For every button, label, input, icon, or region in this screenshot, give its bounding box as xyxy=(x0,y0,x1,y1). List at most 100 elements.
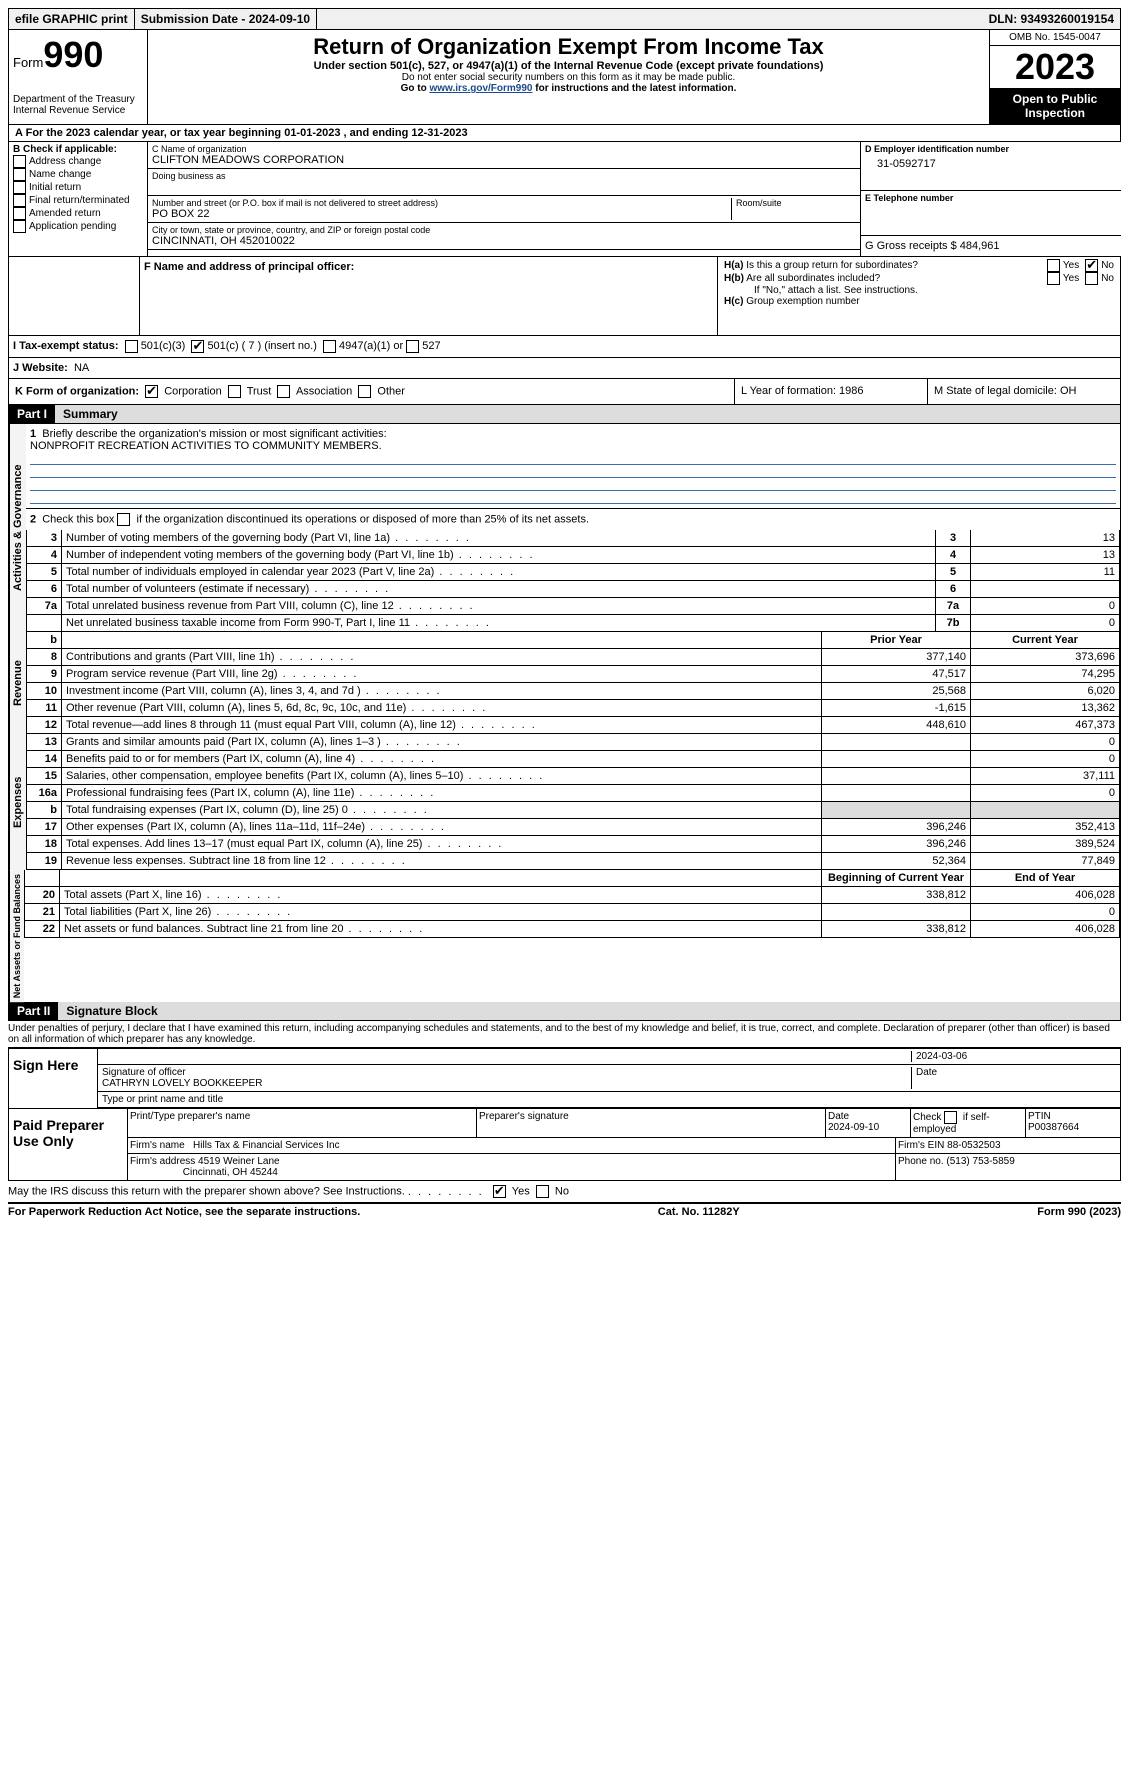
firm-phone-label: Phone no. xyxy=(898,1156,944,1167)
footer-mid: Cat. No. 11282Y xyxy=(658,1206,740,1218)
cb-name-change[interactable] xyxy=(13,168,26,181)
omb: OMB No. 1545-0047 xyxy=(990,30,1120,46)
irs-link[interactable]: www.irs.gov/Form990 xyxy=(429,83,532,94)
box-b-label: B Check if applicable: xyxy=(13,144,143,155)
cb-initial[interactable] xyxy=(13,181,26,194)
discuss-q: May the IRS discuss this return with the… xyxy=(8,1186,405,1198)
opt-amended: Amended return xyxy=(29,208,101,219)
i-label: I Tax-exempt status: xyxy=(13,340,119,353)
opt-final: Final return/terminated xyxy=(29,195,130,206)
col-curr: Current Year xyxy=(971,632,1120,649)
firm-ein-label: Firm's EIN xyxy=(898,1140,944,1151)
org-name: CLIFTON MEADOWS CORPORATION xyxy=(152,154,856,166)
firm-addr1: 4519 Weiner Lane xyxy=(198,1156,280,1167)
firm-name: Hills Tax & Financial Services Inc xyxy=(193,1140,340,1151)
ein-label: D Employer identification number xyxy=(865,144,1117,154)
line-a-text: For the 2023 calendar year, or tax year … xyxy=(26,127,468,139)
section-governance: Activities & Governance 1 Briefly descri… xyxy=(8,424,1121,632)
cb-corp[interactable] xyxy=(145,385,158,398)
firm-addr-label: Firm's address xyxy=(130,1156,195,1167)
prep-name-hdr: Print/Type preparer's name xyxy=(128,1109,477,1137)
box-c: C Name of organization CLIFTON MEADOWS C… xyxy=(148,142,860,256)
gross-receipts: G Gross receipts $ 484,961 xyxy=(865,240,1117,252)
prep-date: 2024-09-10 xyxy=(828,1122,879,1133)
cb-501c3[interactable] xyxy=(125,340,138,353)
hb-no: No xyxy=(1101,273,1114,284)
goto-pre: Go to xyxy=(401,83,430,94)
sign-here-label: Sign Here xyxy=(9,1049,98,1108)
net-table: Beginning of Current Year End of Year 20… xyxy=(24,870,1120,938)
rev-table: b Prior Year Current Year 8Contributions… xyxy=(26,632,1120,734)
l1-label: Briefly describe the organization's miss… xyxy=(42,428,386,440)
form-id: Form990 xyxy=(13,34,143,76)
room-label: Room/suite xyxy=(736,198,856,208)
discuss-row: May the IRS discuss this return with the… xyxy=(8,1181,1121,1202)
l1-text: NONPROFIT RECREATION ACTIVITIES TO COMMU… xyxy=(30,440,382,452)
form-number: 990 xyxy=(43,34,103,75)
cb-pending[interactable] xyxy=(13,220,26,233)
cb-address-change[interactable] xyxy=(13,155,26,168)
j-val: NA xyxy=(74,362,89,374)
penalties-text: Under penalties of perjury, I declare th… xyxy=(8,1021,1121,1047)
side-gov: Activities & Governance xyxy=(9,424,26,632)
cb-final[interactable] xyxy=(13,194,26,207)
cb-527[interactable] xyxy=(406,340,419,353)
k-o1: Corporation xyxy=(164,385,221,397)
cb-ha-no[interactable] xyxy=(1085,259,1098,272)
cb-hb-no[interactable] xyxy=(1085,272,1098,285)
ha-no: No xyxy=(1101,260,1114,271)
exp-table: 13Grants and similar amounts paid (Part … xyxy=(26,734,1120,870)
officer-name: CATHRYN LOVELY BOOKKEEPER xyxy=(102,1078,262,1089)
i-o4: 527 xyxy=(422,340,440,353)
mission-line xyxy=(30,491,1116,504)
paid-label: Paid Preparer Use Only xyxy=(9,1109,128,1180)
hb-note: If "No," attach a list. See instructions… xyxy=(724,285,1114,296)
section-net: Net Assets or Fund Balances Beginning of… xyxy=(8,870,1121,1002)
box-klm: K Form of organization: Corporation Trus… xyxy=(8,379,1121,405)
gov-table: 3Number of voting members of the governi… xyxy=(26,530,1120,632)
cb-amended[interactable] xyxy=(13,207,26,220)
cb-4947[interactable] xyxy=(323,340,336,353)
cb-discuss-yes[interactable] xyxy=(493,1185,506,1198)
cb-self-emp[interactable] xyxy=(944,1111,957,1124)
tax-year: 2023 xyxy=(990,46,1120,88)
subtitle-1: Under section 501(c), 527, or 4947(a)(1)… xyxy=(152,60,985,72)
prep-sig-hdr: Preparer's signature xyxy=(477,1109,826,1137)
footer-right: Form 990 (2023) xyxy=(1037,1206,1121,1218)
phone-label: E Telephone number xyxy=(865,193,1117,203)
sign-block: Sign Here 2024-03-06 Signature of office… xyxy=(8,1047,1121,1109)
box-j: J Website: NA xyxy=(8,358,1121,379)
part2-bar: Part II Signature Block xyxy=(8,1002,1121,1021)
cb-discontinued[interactable] xyxy=(117,513,130,526)
dept-treasury: Department of the Treasury xyxy=(13,94,143,105)
open-inspection: Open to Public Inspection xyxy=(990,88,1120,124)
box-h: H(a) Is this a group return for subordin… xyxy=(718,257,1120,335)
cb-hb-yes[interactable] xyxy=(1047,272,1060,285)
cb-501c[interactable] xyxy=(191,340,204,353)
cb-other[interactable] xyxy=(358,385,371,398)
side-net: Net Assets or Fund Balances xyxy=(9,870,24,1002)
irs-label: Internal Revenue Service xyxy=(13,105,143,116)
ptin-hdr: PTIN xyxy=(1028,1111,1051,1122)
cb-trust[interactable] xyxy=(228,385,241,398)
firm-phone: (513) 753-5859 xyxy=(946,1156,1014,1167)
cb-ha-yes[interactable] xyxy=(1047,259,1060,272)
ptin-val: P00387664 xyxy=(1028,1122,1079,1133)
hb-yes: Yes xyxy=(1063,273,1079,284)
cb-assoc[interactable] xyxy=(277,385,290,398)
firm-ein: 88-0532503 xyxy=(947,1140,1000,1151)
subtitle-2: Do not enter social security numbers on … xyxy=(152,72,985,83)
k-o3: Association xyxy=(296,385,352,397)
k-o4: Other xyxy=(377,385,405,397)
box-i: I Tax-exempt status: 501(c)(3) 501(c) ( … xyxy=(8,336,1121,358)
firm-addr2: Cincinnati, OH 45244 xyxy=(183,1167,278,1178)
opt-pending: Application pending xyxy=(29,221,116,232)
dba-label: Doing business as xyxy=(152,171,856,181)
discuss-yes: Yes xyxy=(512,1186,530,1198)
cb-discuss-no[interactable] xyxy=(536,1185,549,1198)
mission-line xyxy=(30,465,1116,478)
box-m: M State of legal domicile: OH xyxy=(927,379,1120,404)
mission-line xyxy=(30,478,1116,491)
ein-value: 31-0592717 xyxy=(865,154,1117,170)
k-label: K Form of organization: xyxy=(15,385,139,397)
